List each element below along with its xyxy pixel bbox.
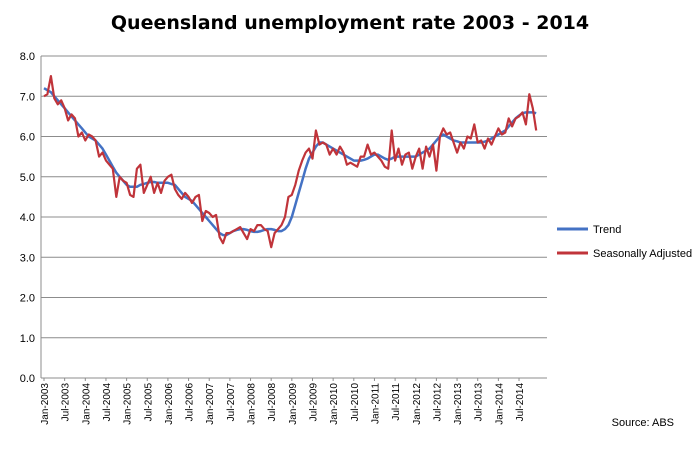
y-tick-label: 3.0 <box>20 252 35 264</box>
source-note: Source: ABS <box>611 417 674 429</box>
x-tick-label: Jul-2014 <box>515 383 526 422</box>
x-tick-label: Jan-2011 <box>370 383 381 424</box>
x-tick-label: Jan-2013 <box>453 383 464 425</box>
x-tick-label: Jan-2006 <box>164 383 175 425</box>
y-tick-label: 4.0 <box>20 212 35 224</box>
x-tick-label: Jul-2004 <box>102 383 113 422</box>
x-tick-label: Jan-2014 <box>494 383 505 425</box>
x-tick-label: Jul-2003 <box>61 383 72 422</box>
x-tick-label: Jul-2013 <box>474 383 485 422</box>
y-tick-label: 7.0 <box>20 91 35 103</box>
y-tick-label: 6.0 <box>20 132 35 144</box>
x-tick-label: Jan-2007 <box>205 383 216 425</box>
x-tick-label: Jul-2008 <box>267 383 278 422</box>
y-tick-label: 0.0 <box>20 373 35 385</box>
x-tick-label: Jan-2009 <box>288 383 299 425</box>
y-tick-label: 5.0 <box>20 172 35 184</box>
x-tick-label: Jan-2003 <box>40 383 51 425</box>
y-tick-label: 1.0 <box>20 333 35 345</box>
chart-title: Queensland unemployment rate 2003 - 2014 <box>110 12 590 34</box>
x-tick-label: Jan-2008 <box>247 383 258 425</box>
grid-lines <box>41 55 547 339</box>
y-tick-label: 2.0 <box>20 293 35 305</box>
y-axis-ticks: 0.0 1.0 2.0 3.0 4.0 5.0 6.0 7.0 8.0 <box>20 51 35 385</box>
legend-label: Trend <box>593 224 621 236</box>
x-axis-ticks: Jan-2003 Jul-2003 Jan-2004 Jul-2004 Jan-2005… <box>40 383 526 425</box>
x-tick-label: Jan-2004 <box>81 383 92 425</box>
seasonally-adjusted-series-line <box>43 74 538 249</box>
y-tick-label: 8.0 <box>20 51 35 63</box>
x-tick-label: Jul-2012 <box>432 383 443 422</box>
series-lines <box>43 74 538 249</box>
x-tick-label: Jul-2005 <box>143 383 154 422</box>
x-tick-label: Jul-2006 <box>185 383 196 422</box>
x-tick-label: Jul-2010 <box>350 383 361 422</box>
x-tick-label: Jan-2005 <box>123 383 134 425</box>
legend: Trend Seasonally Adjusted <box>557 224 692 260</box>
trend-series-line <box>43 87 537 237</box>
x-tick-label: Jan-2010 <box>329 383 340 425</box>
x-tick-label: Jul-2007 <box>226 383 237 422</box>
x-tick-label: Jul-2009 <box>308 383 319 422</box>
x-tick-label: Jan-2012 <box>412 383 423 425</box>
legend-label: Seasonally Adjusted <box>593 248 692 260</box>
axes <box>40 56 547 381</box>
x-tick-label: Jul-2011 <box>391 383 402 421</box>
